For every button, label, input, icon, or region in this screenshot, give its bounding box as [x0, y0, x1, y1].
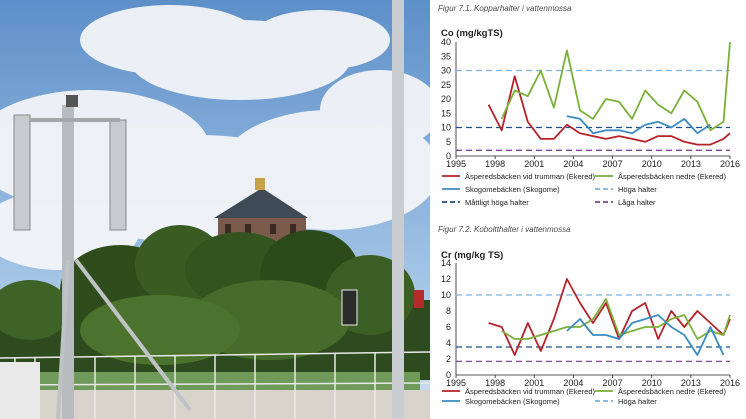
legend: Åsperedsbäcken vid trumman (Ekered) Åsper…: [442, 172, 726, 207]
y-tick-label: 10: [441, 123, 451, 133]
x-tick-label: 2001: [524, 378, 544, 388]
y-tick-label: 6: [446, 322, 451, 332]
legend-label: Åsperedsbäcken nedre (Ekered): [618, 172, 726, 181]
x-tick-label: 2004: [563, 159, 583, 169]
x-tick-label: 2013: [681, 159, 701, 169]
y-tick-label: 8: [446, 306, 451, 316]
chart-title: Co (mg/kgTS): [441, 28, 503, 39]
legend-label: Höga halter: [618, 397, 657, 406]
antenna-mast: [13, 95, 192, 419]
y-tick-label: 5: [446, 137, 451, 147]
series-line: [566, 115, 711, 135]
y-tick-label: 0: [446, 151, 451, 161]
series-line: [500, 41, 731, 132]
y-tick-label: 20: [441, 94, 451, 104]
red-sign: [414, 290, 424, 308]
x-tick-label: 2010: [642, 378, 662, 388]
x-tick-label: 1998: [485, 159, 505, 169]
light-pole: [392, 0, 404, 419]
x-tick-label: 1995: [446, 159, 466, 169]
legend-label: Höga halter: [618, 185, 657, 194]
legend-label: Skogomebäcken (Skogome): [465, 397, 560, 406]
legend: Åsperedsbäcken vid trumman (Ekered) Åsper…: [442, 387, 726, 406]
landscape-photo: [0, 0, 430, 419]
plot-area: 0 5 10 15 20 25 30 35 40 1995 1998 2001 2004 2007 2010…: [441, 37, 740, 169]
y-tick-label: 14: [441, 258, 451, 268]
y-tick-label: 40: [441, 37, 451, 47]
y-tick-label: 15: [441, 108, 451, 118]
y-tick-label: 2: [446, 354, 451, 364]
series-line: [488, 278, 731, 356]
building-base: [40, 390, 430, 419]
y-tick-label: 10: [441, 290, 451, 300]
x-tick-label: 2007: [603, 159, 623, 169]
green-roof: [40, 372, 420, 390]
x-tick-label: 2001: [524, 159, 544, 169]
x-tick-label: 2013: [681, 378, 701, 388]
legend-label: Åsperedsbäcken vid trumman (Ekered): [465, 172, 596, 181]
legend-label: Åsperedsbäcken vid trumman (Ekered): [465, 387, 596, 396]
plot-area: 0 2 4 6 8 10 12 14 1995 1998 2001 2004 2007 2010 2013 2…: [441, 258, 740, 388]
x-tick-label: 2016: [720, 159, 740, 169]
legend-label: Skogomebäcken (Skogome): [465, 185, 560, 194]
x-tick-label: 1995: [446, 378, 466, 388]
x-tick-label: 2016: [720, 378, 740, 388]
legend-label: Åsperedsbäcken nedre (Ekered): [618, 387, 726, 396]
x-tick-label: 1998: [485, 378, 505, 388]
legend-label: Måttligt höga halter: [465, 198, 529, 207]
x-tick-label: 2004: [563, 378, 583, 388]
legend-label: Låga halter: [618, 198, 656, 207]
series-line: [566, 314, 725, 356]
chart-caption: Figur 7.2. Koboltthalter i vattenmossa: [438, 225, 571, 234]
y-tick-label: 4: [446, 338, 451, 348]
chart-title: Cr (mg/kg TS): [441, 250, 503, 261]
series-line: [501, 298, 731, 340]
y-tick-label: 30: [441, 66, 451, 76]
y-tick-label: 0: [446, 370, 451, 380]
flag-sign: [341, 289, 358, 326]
chart-caption: Figur 7.1. Kopparhalter i vattenmossa: [438, 4, 572, 13]
y-tick-label: 12: [441, 274, 451, 284]
chart-copper: Figur 7.1. Kopparhalter i vattenmossa Co…: [438, 4, 740, 207]
left-wall: [0, 362, 40, 419]
x-tick-label: 2010: [642, 159, 662, 169]
x-tick-label: 2007: [603, 378, 623, 388]
series-line: [487, 75, 731, 146]
chart-cobalt: Figur 7.2. Koboltthalter i vattenmossa C…: [438, 225, 740, 406]
y-tick-label: 25: [441, 80, 451, 90]
y-tick-label: 35: [441, 51, 451, 61]
charts-panel: Figur 7.1. Kopparhalter i vattenmossa Co…: [430, 0, 746, 419]
